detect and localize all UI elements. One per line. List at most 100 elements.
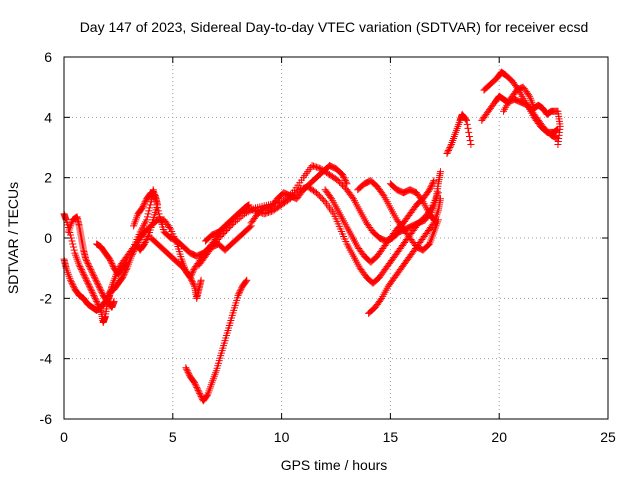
data-point [525, 91, 533, 99]
data-point [143, 236, 151, 244]
data-point [85, 263, 93, 271]
data-point [80, 272, 88, 280]
data-point [547, 108, 555, 116]
data-point [80, 270, 88, 278]
data-point [121, 269, 129, 277]
data-point [464, 124, 472, 132]
data-point [192, 382, 200, 390]
data-point [245, 201, 253, 209]
x-tick-label: 15 [383, 429, 399, 445]
data-point [166, 223, 174, 231]
data-point [130, 248, 138, 256]
data-point [339, 172, 347, 180]
data-point [348, 193, 356, 201]
data-point [88, 288, 96, 296]
x-tick-label: 20 [491, 429, 507, 445]
data-point [203, 392, 211, 400]
data-point [444, 148, 452, 156]
data-point [244, 201, 252, 209]
data-point [465, 132, 473, 140]
data-point [97, 287, 105, 295]
data-point [189, 279, 197, 287]
data-point [430, 216, 438, 224]
data-point [243, 276, 251, 284]
data-point [139, 202, 147, 210]
data-point [83, 258, 91, 266]
data-point [312, 189, 320, 197]
data-point [186, 273, 194, 281]
data-point [260, 210, 268, 218]
data-point [191, 379, 199, 387]
data-point [110, 297, 118, 305]
data-point [67, 276, 75, 284]
data-point [184, 368, 192, 376]
data-point [190, 266, 198, 274]
data-point [446, 144, 454, 151]
data-point [140, 201, 148, 209]
data-point [445, 145, 453, 153]
y-tick-label: 2 [44, 170, 52, 186]
data-point [141, 199, 149, 207]
y-tick-label: -2 [40, 290, 53, 306]
data-point [144, 232, 152, 240]
data-point [182, 364, 190, 372]
data-point [465, 128, 473, 136]
data-point [122, 259, 130, 267]
data-point [312, 163, 320, 171]
data-point [93, 279, 101, 287]
data-point [91, 294, 99, 302]
data-point [91, 275, 99, 283]
data-point [196, 389, 204, 397]
data-point [315, 192, 323, 200]
y-tick-labels: -6 -4 -2 0 2 4 6 [40, 49, 53, 427]
data-point [236, 288, 244, 296]
data-point [187, 275, 195, 283]
data-point [244, 202, 252, 210]
data-point [81, 273, 89, 281]
data-point [93, 299, 101, 307]
data-point [462, 115, 470, 123]
data-point [93, 278, 101, 286]
data-point [314, 190, 322, 198]
x-tick-label: 5 [169, 429, 177, 445]
data-point [434, 189, 442, 197]
data-point [436, 195, 444, 203]
x-tick-label: 25 [600, 429, 616, 445]
y-tick-label: -4 [40, 351, 53, 367]
data-point [188, 278, 196, 286]
data-point [90, 273, 98, 281]
data-point [69, 282, 77, 290]
data-point [311, 163, 319, 171]
chart-title: Day 147 of 2023, Sidereal Day-to-day VTE… [80, 19, 589, 35]
data-point [69, 281, 77, 289]
data-point [75, 261, 83, 269]
data-point [129, 249, 137, 257]
data-point [70, 246, 78, 254]
data-point [185, 272, 193, 280]
data-point [426, 186, 434, 194]
data-point [77, 266, 85, 274]
data-point [106, 257, 114, 265]
data-point [195, 388, 203, 396]
data-point [426, 184, 434, 192]
data-point [89, 290, 97, 298]
data-point [106, 255, 114, 263]
data-point [339, 171, 347, 179]
x-axis-label: GPS time / hours [281, 457, 388, 473]
data-point [86, 284, 94, 292]
data-point [249, 206, 257, 214]
data-point [123, 258, 131, 266]
data-point [90, 293, 98, 301]
data-point [246, 223, 254, 231]
data-point [119, 273, 127, 281]
data-point [85, 282, 93, 290]
x-tick-label: 10 [274, 429, 290, 445]
data-point [429, 215, 437, 223]
data-point [98, 288, 106, 296]
data-point [190, 281, 198, 289]
data-point [315, 164, 323, 172]
data-point [84, 279, 92, 287]
data-point [87, 266, 95, 274]
data-point [145, 207, 153, 215]
data-point [247, 205, 255, 213]
